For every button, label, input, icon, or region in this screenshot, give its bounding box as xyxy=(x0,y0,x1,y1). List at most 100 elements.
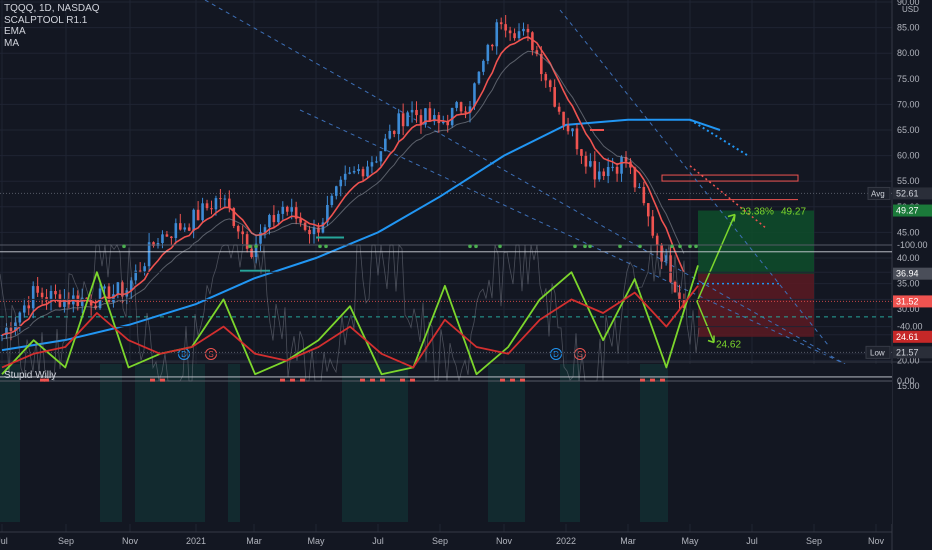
candle-body xyxy=(112,294,115,303)
candle-body xyxy=(468,106,472,113)
osc-top-dot xyxy=(520,378,525,382)
candle-body xyxy=(94,305,97,309)
osc-top-dot xyxy=(500,378,505,382)
candle-body xyxy=(664,255,668,262)
candle-body xyxy=(477,71,481,84)
candle-body xyxy=(290,207,294,212)
osc-signal-dot xyxy=(122,244,126,249)
candle-body xyxy=(651,216,655,236)
candle-body xyxy=(80,297,84,306)
candle-body xyxy=(357,169,360,172)
time-tick-label: May xyxy=(307,536,325,546)
candle-body xyxy=(615,166,619,174)
ma-line-path xyxy=(1,118,721,352)
ema-line-path xyxy=(1,36,685,336)
candle-body xyxy=(156,242,160,246)
candle-body xyxy=(678,292,681,301)
candle-body xyxy=(36,286,39,293)
event-marker-label: S xyxy=(577,350,582,359)
candle-body xyxy=(281,206,285,214)
stop-price-tag: 24.61 xyxy=(896,332,919,342)
candle-body xyxy=(22,305,26,313)
candle-body xyxy=(531,32,534,51)
candle-body xyxy=(638,187,641,189)
candle-body xyxy=(624,156,628,162)
target-price-tag: 49.27 xyxy=(896,206,919,216)
candle-body xyxy=(441,121,445,124)
osc-signal-dot xyxy=(248,244,252,249)
stop-price-tag-bg xyxy=(893,330,932,343)
low-price-tag: 21.57 xyxy=(896,347,919,357)
candle-body xyxy=(143,266,146,272)
candle-body xyxy=(40,292,44,298)
candle-body xyxy=(540,54,543,75)
candle-body xyxy=(419,115,423,125)
candle-body xyxy=(566,125,570,132)
low-price-tag-bg xyxy=(893,346,932,359)
candle-body xyxy=(45,297,48,301)
candle-body xyxy=(508,30,512,34)
candle-body xyxy=(606,167,610,177)
down-dots xyxy=(689,165,766,228)
time-tick-label: Mar xyxy=(620,536,636,546)
entry-price-tag-bg xyxy=(893,267,932,280)
candle-body xyxy=(299,218,302,223)
osc-top-dot xyxy=(400,378,405,382)
osc-signal-dot xyxy=(474,244,478,249)
ma-projection xyxy=(689,118,749,157)
candle-body xyxy=(437,115,441,124)
candle-body xyxy=(401,113,405,127)
oscillator-legend: Stupid Willy xyxy=(4,370,57,381)
time-tick-label: Sep xyxy=(58,536,74,546)
candle-body xyxy=(660,245,663,262)
time-tick-label: Jul xyxy=(746,536,758,546)
candle-body xyxy=(673,281,677,293)
projection-up xyxy=(696,214,736,302)
osc-signal-dot xyxy=(468,244,472,249)
osc-signal-dot xyxy=(670,244,674,249)
candle-body xyxy=(321,222,325,233)
oscillator-band xyxy=(342,364,408,522)
osc-signal-dot xyxy=(638,244,642,249)
candle-body xyxy=(517,31,521,39)
osc-top-dot xyxy=(300,378,305,382)
osc-top-dot xyxy=(510,378,515,382)
low-tag-label: Low xyxy=(870,348,885,357)
trendlines xyxy=(0,0,892,365)
osc-top-dot xyxy=(410,378,415,382)
candle-body xyxy=(575,128,579,150)
time-tick-label: Nov xyxy=(868,536,885,546)
event-marker-label: S xyxy=(208,350,213,359)
legend-indicator-scalptool: SCALPTOOL R1.1 xyxy=(4,14,88,26)
trendline-upper xyxy=(204,0,846,365)
candle-body xyxy=(330,195,334,205)
projection-up-head xyxy=(727,213,736,222)
candle-body xyxy=(406,112,409,127)
osc-signal-dot xyxy=(498,244,502,249)
candle-body xyxy=(196,209,200,221)
candle-body xyxy=(303,222,307,230)
candle-body xyxy=(580,149,583,156)
current-price-tag: 31.52 xyxy=(896,296,919,306)
candle-body xyxy=(129,280,133,291)
candle-body xyxy=(54,291,57,295)
price-tick-label: 65.00 xyxy=(897,125,920,135)
price-tick-label: 35.00 xyxy=(897,279,920,289)
osc-raw xyxy=(0,243,700,382)
candle-body xyxy=(308,229,311,235)
candle-body xyxy=(490,44,494,47)
candle-body xyxy=(170,236,173,239)
candle-body xyxy=(174,223,178,239)
candle-body xyxy=(544,74,548,81)
candle-body xyxy=(602,171,606,177)
candle-body xyxy=(152,242,155,246)
candle-body xyxy=(642,187,646,204)
candle-body xyxy=(268,215,271,228)
candle-body xyxy=(584,155,588,167)
candle-body xyxy=(294,207,298,219)
ma-line xyxy=(1,118,749,352)
candle-body xyxy=(312,227,316,235)
resistance-box xyxy=(661,174,799,182)
candle-body xyxy=(27,305,31,309)
